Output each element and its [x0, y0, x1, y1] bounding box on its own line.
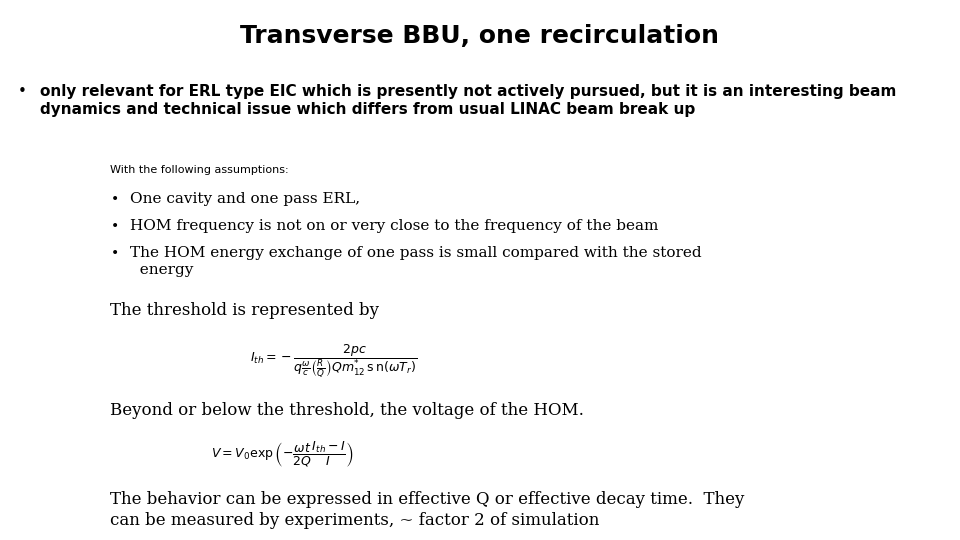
- Text: only relevant for ERL type EIC which is presently not actively pursued, but it i: only relevant for ERL type EIC which is …: [40, 84, 897, 117]
- Text: The threshold is represented by: The threshold is represented by: [110, 302, 379, 319]
- Text: With the following assumptions:: With the following assumptions:: [110, 165, 289, 175]
- Text: •: •: [110, 246, 119, 260]
- Text: HOM frequency is not on or very close to the frequency of the beam: HOM frequency is not on or very close to…: [130, 219, 658, 233]
- Text: The behavior can be expressed in effective Q or effective decay time.  They
can : The behavior can be expressed in effecti…: [110, 491, 745, 529]
- Text: $I_{th} = -\dfrac{2pc}{q\frac{\omega}{c}\left(\frac{R}{Q}\right)Qm^{*}_{12}\, \m: $I_{th} = -\dfrac{2pc}{q\frac{\omega}{c}…: [250, 343, 417, 380]
- Text: Transverse BBU, one recirculation: Transverse BBU, one recirculation: [241, 24, 719, 48]
- Text: Beyond or below the threshold, the voltage of the HOM.: Beyond or below the threshold, the volta…: [110, 402, 585, 419]
- Text: •: •: [110, 192, 119, 206]
- Text: The HOM energy exchange of one pass is small compared with the stored
  energy: The HOM energy exchange of one pass is s…: [130, 246, 701, 277]
- Text: $V = V_0 \exp\left(-\dfrac{\omega t}{2Q}\dfrac{I_{th} - I}{I}\right)$: $V = V_0 \exp\left(-\dfrac{\omega t}{2Q}…: [211, 440, 354, 469]
- Text: •: •: [17, 84, 26, 99]
- Text: •: •: [110, 219, 119, 233]
- Text: One cavity and one pass ERL,: One cavity and one pass ERL,: [130, 192, 360, 206]
